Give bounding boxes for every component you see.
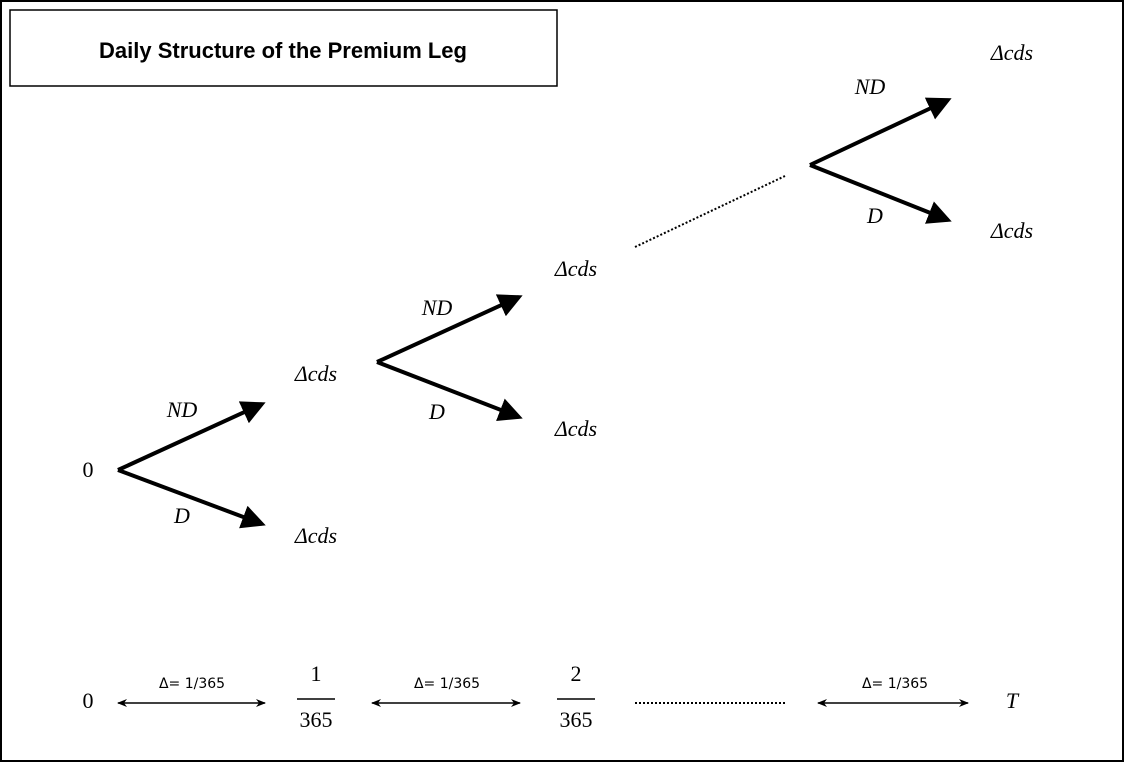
time-numerator: 1 bbox=[311, 661, 322, 686]
interval-label: Δ= 1/365 bbox=[159, 676, 225, 692]
node-label: Δcds bbox=[554, 256, 597, 281]
node-label: Δcds bbox=[554, 416, 597, 441]
continuation-dots bbox=[634, 175, 786, 248]
node-label: Δcds bbox=[990, 40, 1033, 65]
edge-arrow bbox=[809, 97, 952, 167]
node-label: 0 bbox=[83, 457, 94, 482]
edge-label: ND bbox=[166, 397, 198, 422]
edge-arrow bbox=[376, 360, 523, 421]
edge-label: ND bbox=[421, 295, 453, 320]
node-label: Δcds bbox=[294, 523, 337, 548]
node-label: Δcds bbox=[294, 361, 337, 386]
edge-arrow bbox=[809, 163, 952, 224]
time-point: 0 bbox=[83, 688, 94, 713]
node-label: Δcds bbox=[990, 218, 1033, 243]
time-denominator: 365 bbox=[300, 707, 333, 732]
interval-label: Δ= 1/365 bbox=[862, 676, 928, 692]
time-numerator: 2 bbox=[571, 661, 582, 686]
time-point: T bbox=[1006, 688, 1020, 713]
edge-label: D bbox=[428, 399, 445, 424]
edge-arrow bbox=[117, 468, 266, 529]
edge-arrow bbox=[117, 401, 266, 472]
edge-arrow bbox=[376, 294, 523, 364]
edge-label: ND bbox=[854, 74, 886, 99]
time-denominator: 365 bbox=[560, 707, 593, 732]
edge-label: D bbox=[173, 503, 190, 528]
title-box bbox=[9, 9, 558, 87]
title: Daily Structure of the Premium Leg bbox=[99, 38, 467, 63]
interval-label: Δ= 1/365 bbox=[414, 676, 480, 692]
edge-label: D bbox=[866, 203, 883, 228]
